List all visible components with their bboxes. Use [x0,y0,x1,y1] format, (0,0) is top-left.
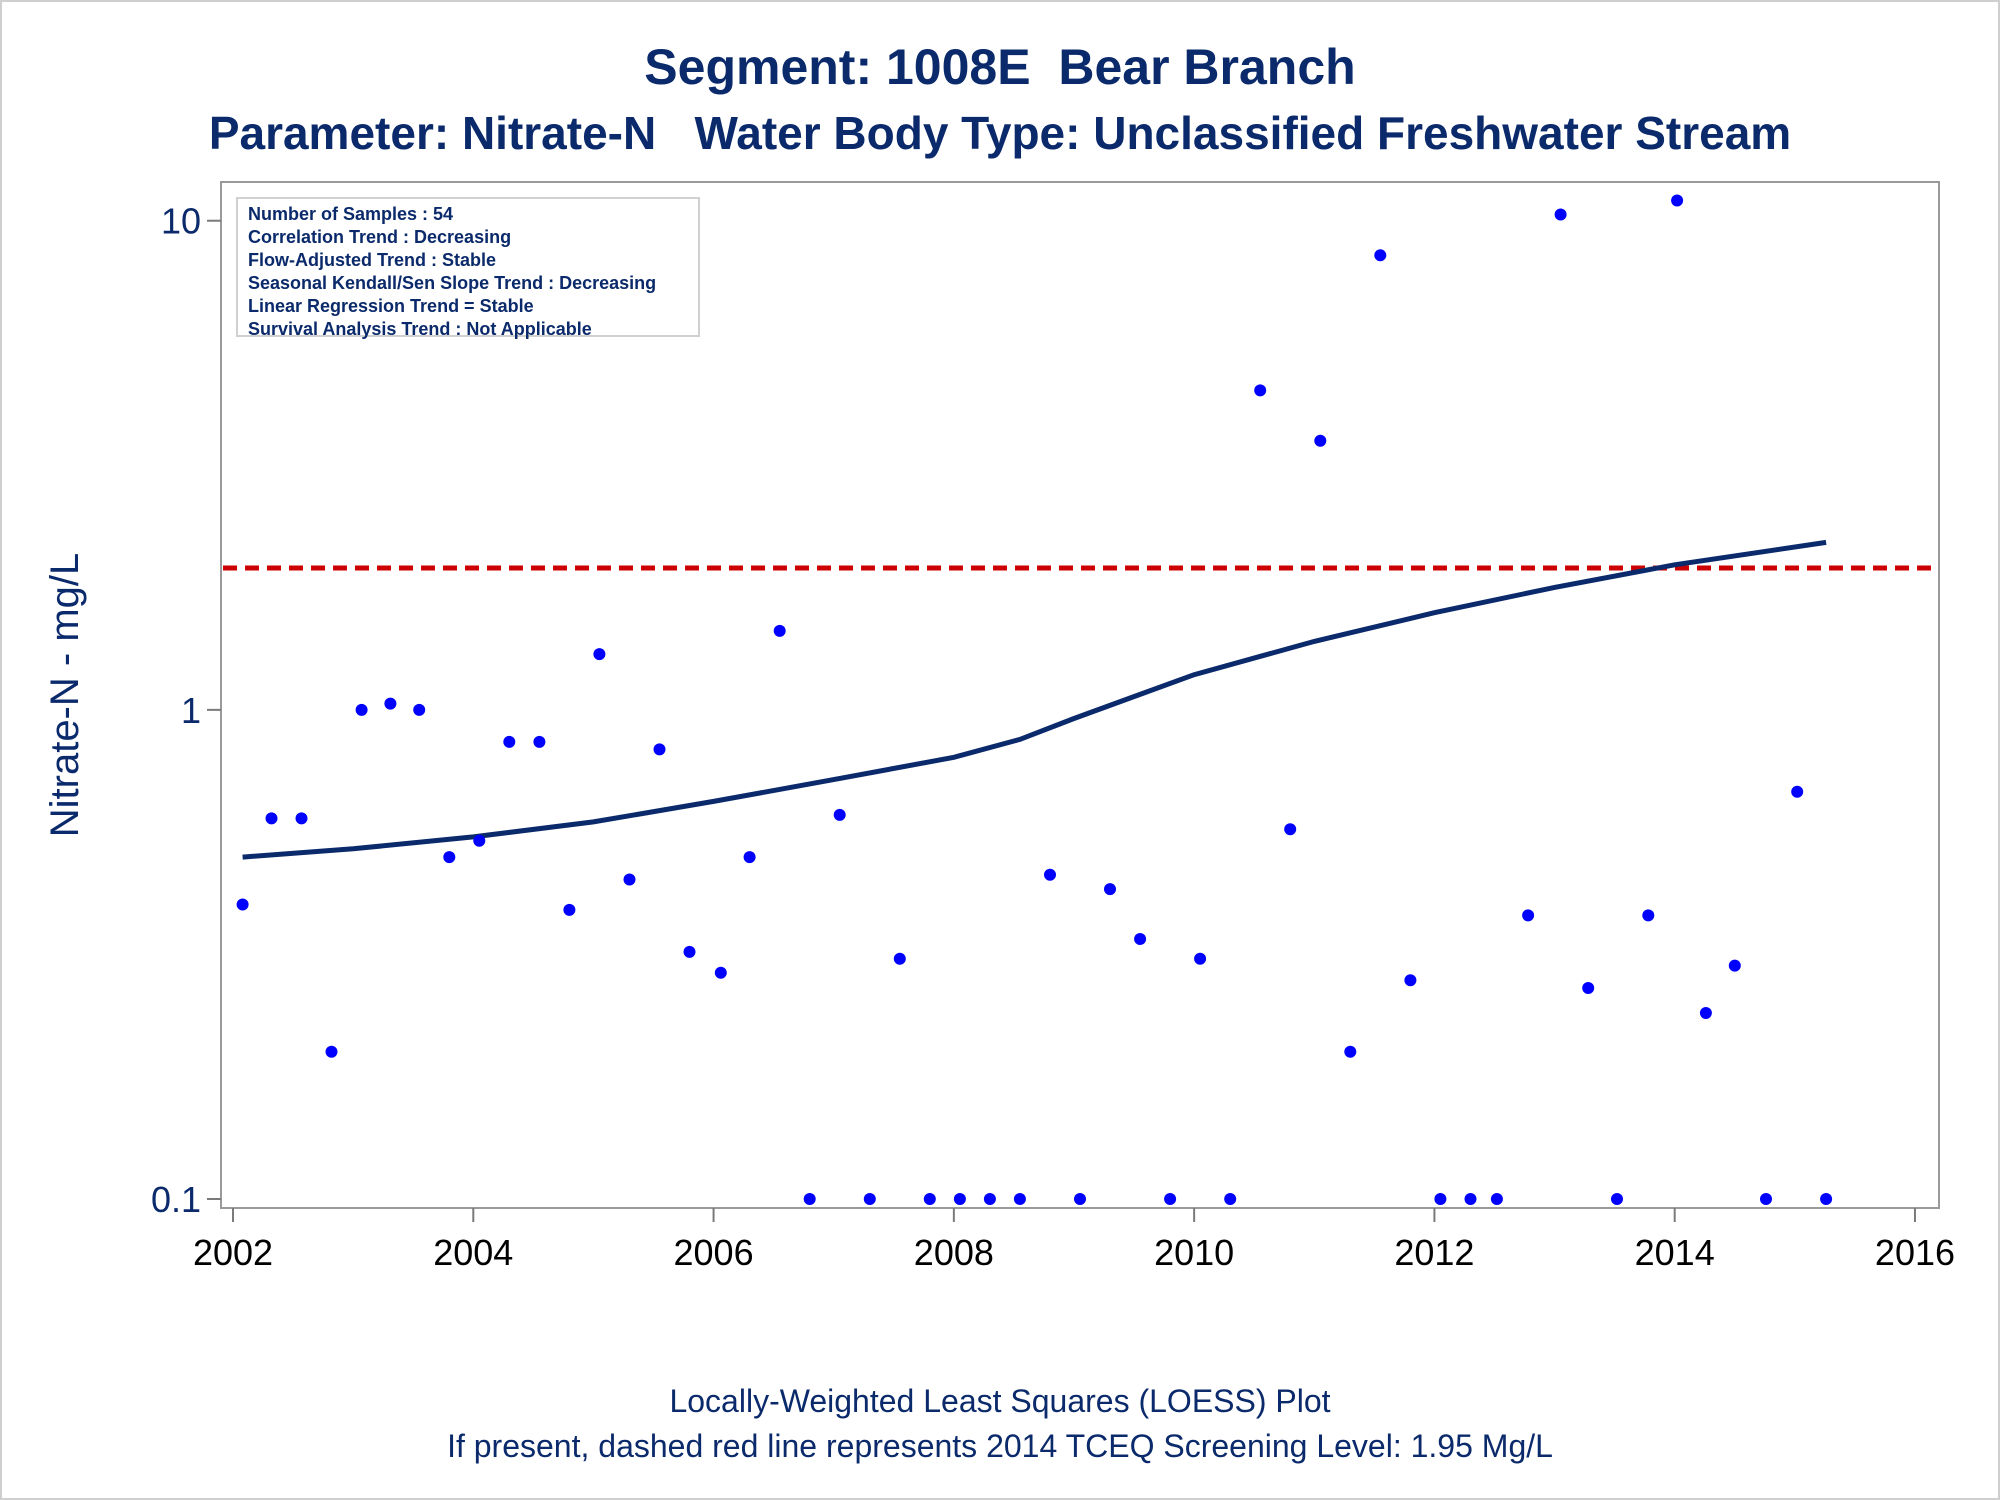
data-point [325,1045,338,1058]
x-tick-label: 2006 [674,1232,754,1273]
data-point [923,1193,936,1205]
data-point [1791,785,1804,798]
data-point [295,812,308,825]
data-point [1013,1193,1026,1205]
loess-curve [242,539,1827,860]
y-axis: 0.1 1 10 [151,201,221,1220]
data-point [1760,1193,1772,1205]
data-point [1490,1193,1503,1205]
data-point [833,808,846,821]
y-tick-label: 1 [181,690,201,731]
x-tick-label: 2014 [1635,1232,1715,1273]
data-point [1044,868,1056,881]
inset-line: Linear Regression Trend = Stable [248,296,534,316]
inset-line: Seasonal Kendall/Sen Slope Trend : Decre… [248,273,657,293]
x-tick-label: 2002 [193,1232,273,1273]
data-point [683,945,696,958]
data-point [983,1193,996,1205]
data-point [714,966,727,979]
y-tick-label: 10 [161,201,201,242]
data-point [1699,1007,1712,1019]
x-tick-label: 2016 [1875,1232,1955,1273]
data-point [1374,249,1387,262]
data-point [953,1193,966,1205]
footnote-screening: If present, dashed red line represents 2… [447,1428,1553,1464]
data-point [1464,1193,1477,1205]
data-point [1164,1193,1177,1205]
x-tick-label: 2008 [914,1232,994,1273]
data-point [1134,933,1147,945]
data-point [1582,982,1595,994]
y-tick-label: 0.1 [151,1179,201,1220]
sample-points [236,194,1833,1205]
data-point [443,851,456,864]
x-axis: 2002 2004 2006 2008 2010 2012 2014 2016 [193,1208,1955,1273]
data-point [1522,909,1535,922]
inset-line: Correlation Trend : Decreasing [248,227,512,247]
data-point [743,851,756,864]
data-point [803,1193,816,1205]
data-point [1194,952,1207,965]
plot-frame [220,181,1940,1209]
data-point [1611,1193,1623,1205]
footnote-loess: Locally-Weighted Least Squares (LOESS) P… [669,1383,1331,1419]
x-tick-label: 2012 [1394,1232,1474,1273]
inset-line: Number of Samples : 54 [248,204,454,224]
trend-summary-box: Number of Samples : 54 Correlation Trend… [236,197,700,339]
data-point [503,735,516,748]
data-point [773,624,786,637]
data-point [623,873,636,886]
chart-title: Segment: 1008E Bear Branch [644,39,1356,95]
data-point [1074,1193,1086,1205]
x-tick-label: 2010 [1154,1232,1234,1273]
data-point [355,703,368,716]
data-point [1224,1193,1237,1205]
data-point [1314,434,1327,447]
data-point [1284,823,1297,836]
data-point [1404,974,1417,987]
data-point [893,952,906,965]
data-point [265,812,278,825]
inset-line: Survival Analysis Trend : Not Applicable [248,319,592,339]
data-point [653,743,666,756]
data-point [413,703,426,716]
chart-subtitle: Parameter: Nitrate-N Water Body Type: Un… [208,107,1792,159]
data-point [563,903,576,916]
data-point [533,735,546,748]
data-point [1820,1193,1833,1205]
data-point [236,898,249,911]
data-point [1344,1045,1357,1058]
y-axis-title: Nitrate-N - mg/L [43,553,87,838]
data-point [1434,1193,1447,1205]
data-point [1728,959,1741,972]
data-point [1104,883,1116,896]
data-point [473,834,486,847]
data-point [384,697,397,710]
data-point [1671,194,1684,207]
data-point [1642,909,1655,922]
x-tick-label: 2004 [433,1232,513,1273]
inset-line: Flow-Adjusted Trend : Stable [248,250,497,270]
data-point [1554,208,1567,221]
data-point [593,648,606,661]
data-point [1254,384,1267,397]
data-point [863,1193,876,1205]
